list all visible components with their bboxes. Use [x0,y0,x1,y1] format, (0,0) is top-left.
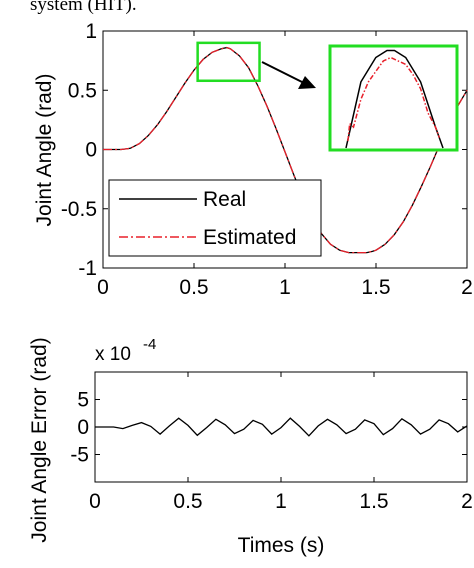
x-tick-label: 2 [461,490,473,513]
top-series [103,46,468,254]
x-tick-label: 1 [279,276,291,299]
top-chart: 10.50-0.5-1 0 0.5 1 1.5 2 Joint Angle (rad) … [33,20,473,299]
top-y-axis-label: Joint Angle (rad) [33,74,56,227]
legend-estimated-label: Estimated [203,226,296,249]
inset-real-line [345,49,444,149]
legend: Real Estimated [108,179,322,257]
inset-background [330,46,457,150]
bottom-chart: 50-5 0 0.5 1 1.5 2 Joint Angle Error (rad) T… [28,336,473,557]
x-tick-label: 0 [97,276,109,299]
caption-fragment: system (HIT). [30,0,137,15]
top-y-ticks: 1 0.5 0 -0.5 -1 [61,20,467,280]
inset-series [345,49,444,149]
bottom-series [95,417,468,437]
legend-box [108,179,322,257]
x-tick-label: 0 [89,490,101,513]
bottom-x-axis-label: Times (s) [238,534,325,557]
bottom-y-axis-label: Joint Angle Error (rad) [28,337,51,542]
inset-estimated-line [347,56,441,142]
series-line-estimated [103,46,468,254]
y-tick-label: -0.5 [61,198,97,221]
x-tick-label: 0.5 [179,276,208,299]
bottom-y-ticks: 5 0 -5 [70,389,467,467]
y-tick-label: -5 [70,444,89,467]
y-tick-label: -1 [78,257,97,280]
top-x-ticks: 0 0.5 1 1.5 2 [97,31,473,299]
scale-factor: x 10 -4 [95,336,156,365]
x-tick-label: 0.5 [173,490,202,513]
y-tick-label: 5 [77,389,89,412]
y-tick-label: 0.5 [68,79,97,102]
x-tick-label: 2 [461,276,473,299]
bottom-x-ticks: 0 0.5 1 1.5 2 [89,372,473,513]
scale-factor-exponent: -4 [143,336,156,353]
zoom-region-box [196,41,261,83]
scale-factor-base: x 10 [95,344,131,365]
y-tick-label: 0 [77,416,89,439]
x-tick-label: 1.5 [359,490,388,513]
zoom-arrow [261,61,316,89]
y-tick-label: 1 [85,20,97,43]
legend-real-label: Real [203,188,246,211]
series-line-error [95,417,468,437]
inset-frame [328,44,459,152]
x-tick-label: 1.5 [361,276,390,299]
x-tick-label: 1 [275,490,287,513]
y-tick-label: 0 [85,139,97,162]
